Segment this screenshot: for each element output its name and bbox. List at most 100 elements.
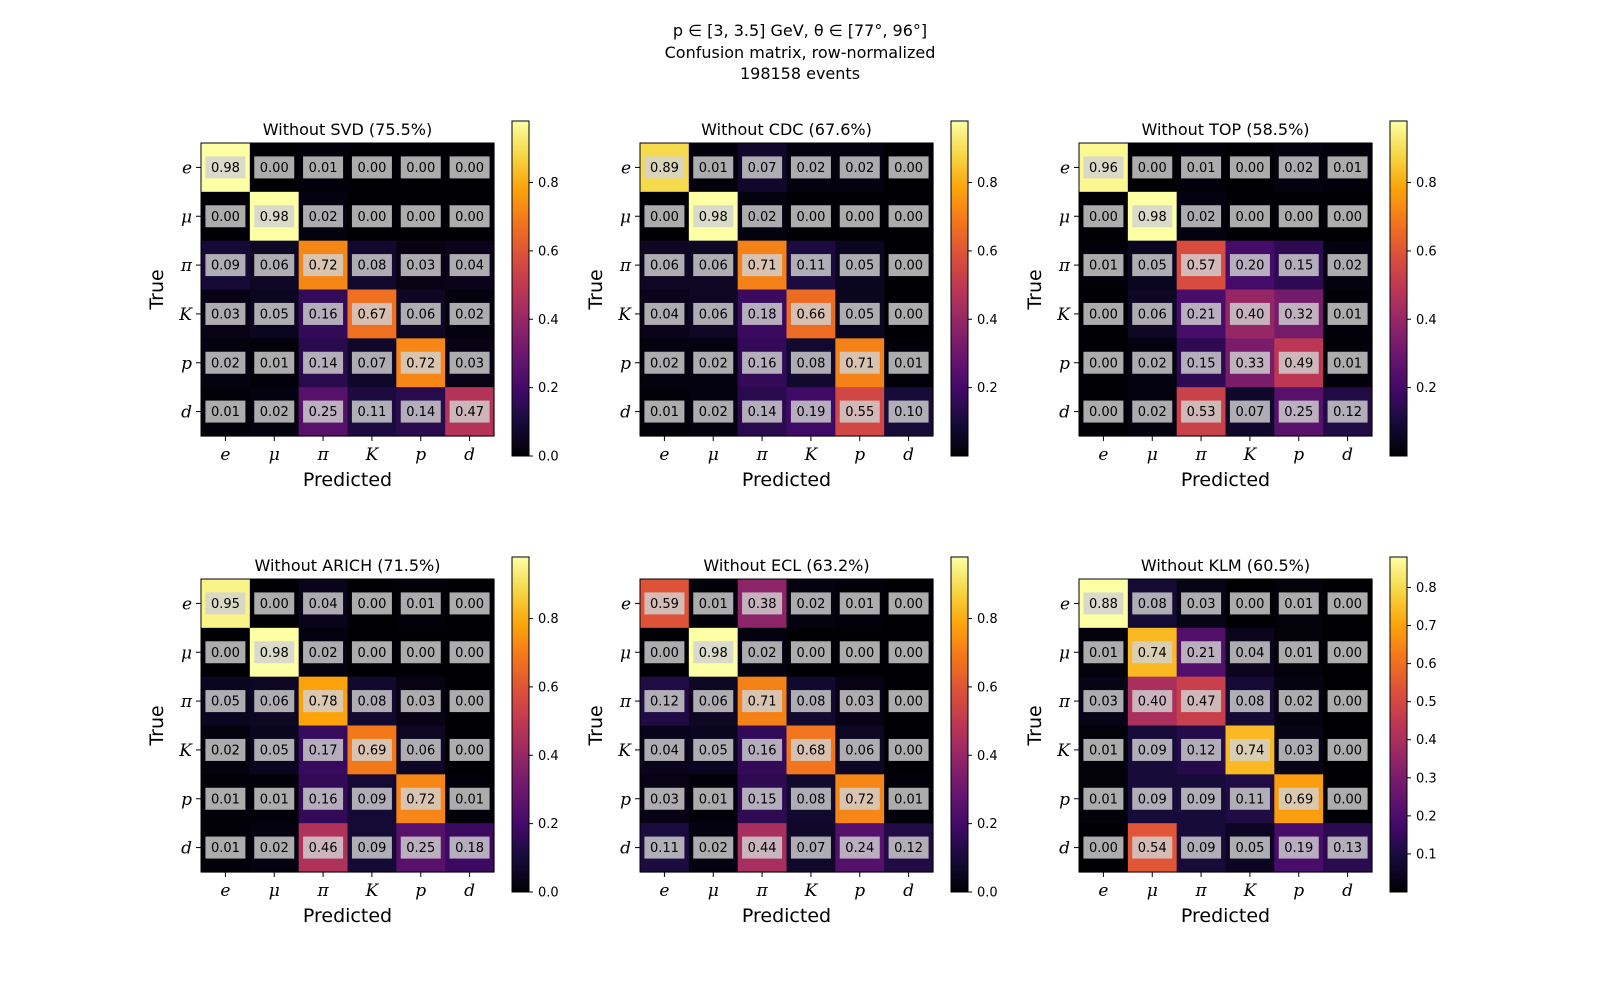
y-tick-label: μ xyxy=(620,643,631,663)
cell-label-box xyxy=(205,592,246,615)
cell-label-box xyxy=(449,641,490,664)
cell-value-label: 0.02 xyxy=(1284,161,1313,176)
cell-value-label: 0.09 xyxy=(357,841,386,856)
cell-value-label: 0.08 xyxy=(357,259,386,274)
cell-label-box xyxy=(1083,254,1124,277)
cell-label-box xyxy=(351,592,392,615)
cell-label-box xyxy=(888,302,929,325)
cell-value-label: 0.01 xyxy=(894,356,923,371)
cell-label-box xyxy=(400,400,441,423)
y-tick-label: p xyxy=(181,354,192,374)
y-tick-label: π xyxy=(619,692,632,712)
cell-value-label: 0.11 xyxy=(357,405,386,420)
x-tick-label: d xyxy=(903,445,914,465)
cell-label-box xyxy=(351,156,392,179)
cell-label-box xyxy=(449,592,490,615)
cell-label-box xyxy=(303,836,344,859)
cell-value-label: 0.05 xyxy=(845,307,874,322)
cell-label-box xyxy=(205,690,246,713)
colorbar-tick-label: 0.6 xyxy=(538,244,559,259)
cell-value-label: 0.11 xyxy=(1235,792,1264,807)
cell-value-label: 0.53 xyxy=(1187,405,1216,420)
cell-value-label: 0.00 xyxy=(894,210,923,225)
cell-value-label: 0.12 xyxy=(650,695,679,710)
cell-label-box xyxy=(400,205,441,228)
cell-value-label: 0.00 xyxy=(1089,307,1118,322)
cell-label-box xyxy=(742,836,783,859)
x-tick-label: π xyxy=(1194,445,1207,465)
cell-value-label: 0.44 xyxy=(748,841,777,856)
cell-label-box xyxy=(693,254,734,277)
cell-label-box xyxy=(790,738,831,761)
y-tick-label: K xyxy=(617,305,632,325)
panel-title: Without KLM (60.5%) xyxy=(1141,556,1310,575)
cell-value-label: 0.01 xyxy=(455,792,484,807)
cell-value-label: 0.14 xyxy=(748,405,777,420)
cell-label-box xyxy=(1083,156,1124,179)
cell-value-label: 0.02 xyxy=(699,356,728,371)
colorbar-tick-label: 0.3 xyxy=(1416,771,1437,786)
x-axis-label: Predicted xyxy=(303,905,392,927)
cell-value-label: 0.46 xyxy=(309,841,338,856)
cell-label-box xyxy=(1327,351,1368,374)
colorbar-tick-label: 0.4 xyxy=(1416,733,1437,748)
cell-value-label: 0.01 xyxy=(1089,792,1118,807)
cell-value-label: 0.00 xyxy=(894,259,923,274)
cell-value-label: 0.03 xyxy=(1089,695,1118,710)
colorbar-tick-label: 0.4 xyxy=(1416,313,1437,328)
y-tick-label: μ xyxy=(181,207,192,227)
cell-value-label: 0.03 xyxy=(1187,597,1216,612)
y-tick-label: K xyxy=(178,741,193,761)
panel-title: Without ARICH (71.5%) xyxy=(255,556,441,575)
cell-label-box xyxy=(790,400,831,423)
x-tick-label: e xyxy=(220,881,230,901)
cell-value-label: 0.01 xyxy=(211,841,240,856)
cell-value-label: 0.40 xyxy=(1138,695,1167,710)
cell-label-box xyxy=(693,205,734,228)
cell-label-box xyxy=(254,592,295,615)
cell-value-label: 0.00 xyxy=(1235,161,1264,176)
cell-label-box xyxy=(1229,738,1270,761)
cell-label-box xyxy=(400,351,441,374)
cell-value-label: 0.00 xyxy=(406,210,435,225)
x-tick-label: e xyxy=(1098,445,1108,465)
x-tick-label: μ xyxy=(708,881,719,901)
cell-value-label: 0.00 xyxy=(211,646,240,661)
cell-value-label: 0.02 xyxy=(699,841,728,856)
cell-label-box xyxy=(888,400,929,423)
y-tick-label: e xyxy=(621,594,631,614)
cell-value-label: 0.00 xyxy=(1284,210,1313,225)
cell-label-box xyxy=(1083,787,1124,810)
cell-value-label: 0.71 xyxy=(748,695,777,710)
cell-label-box xyxy=(888,690,929,713)
cell-label-box xyxy=(449,302,490,325)
cell-label-box xyxy=(1229,302,1270,325)
cell-label-box xyxy=(449,787,490,810)
cell-value-label: 0.06 xyxy=(650,259,679,274)
cell-label-box xyxy=(839,400,880,423)
panel-title: Without TOP (58.5%) xyxy=(1141,120,1309,139)
cell-label-box xyxy=(303,156,344,179)
cell-label-box xyxy=(1229,787,1270,810)
cell-value-label: 0.67 xyxy=(357,307,386,322)
cell-label-box xyxy=(303,641,344,664)
x-tick-label: e xyxy=(1098,881,1108,901)
cell-label-box xyxy=(1327,787,1368,810)
cell-value-label: 0.07 xyxy=(748,161,777,176)
cell-label-box xyxy=(449,836,490,859)
x-tick-label: e xyxy=(659,881,669,901)
cell-label-box xyxy=(1132,592,1173,615)
cell-value-label: 0.05 xyxy=(1235,841,1264,856)
cell-value-label: 0.02 xyxy=(796,597,825,612)
cell-value-label: 0.04 xyxy=(650,307,679,322)
cell-value-label: 0.02 xyxy=(748,210,777,225)
cell-value-label: 0.00 xyxy=(455,210,484,225)
cell-value-label: 0.00 xyxy=(357,646,386,661)
cell-value-label: 0.14 xyxy=(406,405,435,420)
cell-label-box xyxy=(839,836,880,859)
cell-label-box xyxy=(693,690,734,713)
y-tick-label: μ xyxy=(620,207,631,227)
cell-value-label: 0.00 xyxy=(406,646,435,661)
cell-label-box xyxy=(1327,156,1368,179)
cell-label-box xyxy=(254,351,295,374)
